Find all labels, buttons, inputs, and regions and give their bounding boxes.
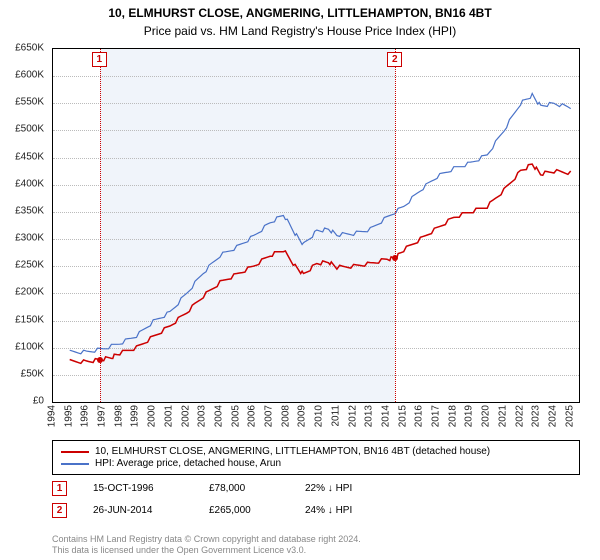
annotation-marker: 1 (52, 481, 67, 496)
annotation-price: £265,000 (209, 505, 279, 516)
x-tick-label: 2018 (447, 405, 458, 427)
x-tick-label: 2016 (414, 405, 425, 427)
x-tick-label: 2011 (330, 405, 341, 427)
annotation-row: 2 26-JUN-2014 £265,000 24% ↓ HPI (52, 503, 580, 518)
y-tick-label: £550K (0, 97, 48, 108)
x-tick-label: 2008 (280, 405, 291, 427)
x-tick-label: 2022 (514, 405, 525, 427)
legend-label: 10, ELMHURST CLOSE, ANGMERING, LITTLEHAM… (95, 446, 490, 457)
x-tick-label: 2013 (364, 405, 375, 427)
y-tick-label: £350K (0, 205, 48, 216)
x-tick-label: 2007 (264, 405, 275, 427)
x-tick-label: 2001 (163, 405, 174, 427)
x-tick-label: 2005 (230, 405, 241, 427)
line-series (53, 49, 579, 402)
x-tick-label: 2024 (547, 405, 558, 427)
x-tick-label: 1999 (130, 405, 141, 427)
x-tick-label: 2015 (397, 405, 408, 427)
legend-swatch (61, 451, 89, 453)
annotation-row: 1 15-OCT-1996 £78,000 22% ↓ HPI (52, 481, 580, 496)
x-tick-label: 1995 (63, 405, 74, 427)
x-tick-label: 2000 (147, 405, 158, 427)
x-tick-label: 2009 (297, 405, 308, 427)
chart-marker-box: 2 (387, 52, 402, 67)
legend: 10, ELMHURST CLOSE, ANGMERING, LITTLEHAM… (52, 440, 580, 475)
y-tick-label: £450K (0, 151, 48, 162)
legend-item: HPI: Average price, detached house, Arun (61, 458, 571, 469)
x-tick-label: 1997 (97, 405, 108, 427)
x-tick-label: 2023 (531, 405, 542, 427)
x-tick-label: 2019 (464, 405, 475, 427)
annotation-date: 15-OCT-1996 (93, 483, 183, 494)
y-tick-label: £150K (0, 314, 48, 325)
x-tick-label: 2021 (497, 405, 508, 427)
y-tick-label: £100K (0, 341, 48, 352)
annotation-marker: 2 (52, 503, 67, 518)
x-tick-label: 1996 (80, 405, 91, 427)
annotation-delta: 24% ↓ HPI (305, 505, 352, 516)
chart-plot-area (52, 48, 580, 403)
legend-label: HPI: Average price, detached house, Arun (95, 458, 281, 469)
x-tick-label: 2012 (347, 405, 358, 427)
legend-swatch (61, 463, 89, 465)
chart-container: 10, ELMHURST CLOSE, ANGMERING, LITTLEHAM… (0, 0, 600, 560)
chart-subtitle: Price paid vs. HM Land Registry's House … (0, 22, 600, 38)
x-tick-label: 2004 (213, 405, 224, 427)
chart-title: 10, ELMHURST CLOSE, ANGMERING, LITTLEHAM… (0, 0, 600, 22)
x-tick-label: 2017 (431, 405, 442, 427)
chart-marker-box: 1 (92, 52, 107, 67)
x-tick-label: 2010 (314, 405, 325, 427)
y-tick-label: £200K (0, 287, 48, 298)
x-tick-label: 2003 (197, 405, 208, 427)
x-tick-label: 1994 (47, 405, 58, 427)
y-tick-label: £600K (0, 70, 48, 81)
y-tick-label: £300K (0, 233, 48, 244)
y-tick-label: £0 (0, 396, 48, 407)
x-tick-label: 2025 (564, 405, 575, 427)
x-tick-label: 2002 (180, 405, 191, 427)
y-tick-label: £650K (0, 43, 48, 54)
annotation-date: 26-JUN-2014 (93, 505, 183, 516)
x-tick-label: 2014 (380, 405, 391, 427)
x-tick-label: 2020 (481, 405, 492, 427)
credit-text: Contains HM Land Registry data © Crown c… (52, 534, 580, 557)
annotation-delta: 22% ↓ HPI (305, 483, 352, 494)
legend-item: 10, ELMHURST CLOSE, ANGMERING, LITTLEHAM… (61, 446, 571, 457)
x-tick-label: 2006 (247, 405, 258, 427)
y-tick-label: £250K (0, 260, 48, 271)
y-tick-label: £400K (0, 178, 48, 189)
y-tick-label: £500K (0, 124, 48, 135)
y-tick-label: £50K (0, 368, 48, 379)
x-tick-label: 1998 (113, 405, 124, 427)
annotation-price: £78,000 (209, 483, 279, 494)
